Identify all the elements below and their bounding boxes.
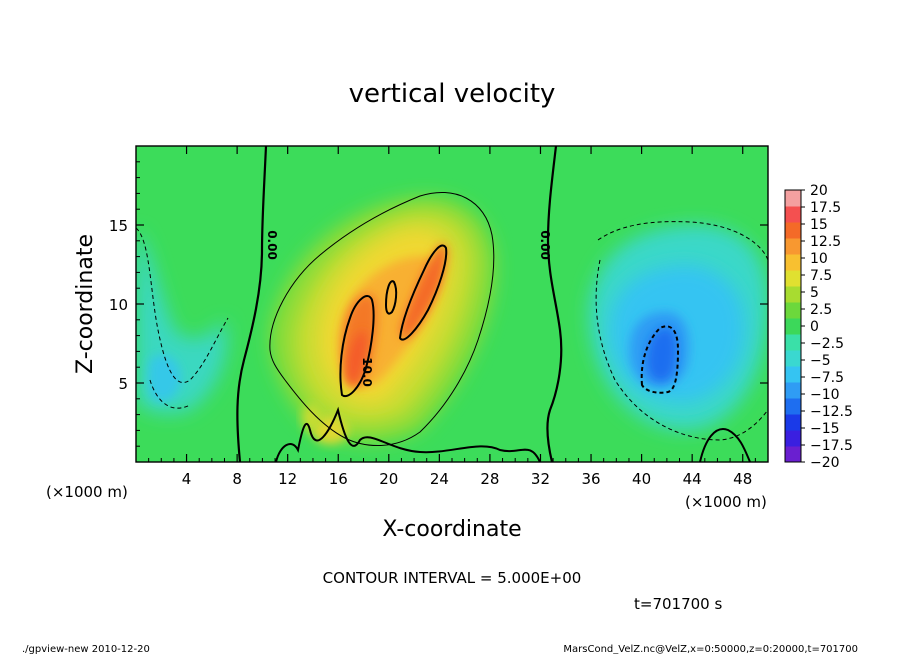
colorbar-label: 17.5	[810, 200, 841, 216]
colorbar-label: −17.5	[810, 438, 853, 454]
colorbar-segment	[785, 382, 801, 399]
colorbar-label: −10	[810, 387, 840, 403]
x-tick-label: 48	[733, 470, 752, 488]
colorbar-segment	[785, 398, 801, 415]
x-tick-label: 16	[329, 470, 348, 488]
x-axis: 4 8 12 16 20 24 28 32 36 40 44 48	[148, 146, 756, 488]
colorbar-segment	[785, 366, 801, 383]
contour-lines	[136, 146, 768, 462]
x-unit-right: (×1000 m)	[685, 493, 767, 511]
colorbar-segment	[785, 350, 801, 367]
colorbar: 2017.51512.5107.552.50−2.5−5−7.5−10−12.5…	[784, 183, 853, 471]
footer-right: MarsCond_VelZ.nc@VelZ,x=0:50000,z=0:2000…	[563, 644, 858, 654]
contour-neg-core	[640, 325, 680, 394]
colorbar-label: 15	[810, 217, 828, 233]
x-tick-label: 36	[581, 470, 600, 488]
x-tick-label: 28	[480, 470, 499, 488]
contour-label-ten: 10.0	[360, 357, 374, 387]
contour-neg-right	[595, 221, 768, 441]
colorbar-segment	[785, 334, 801, 351]
colorbar-label: −7.5	[810, 370, 844, 386]
contour-interval-text: CONTOUR INTERVAL = 5.000E+00	[323, 569, 582, 587]
colorbar-label: 7.5	[810, 268, 832, 284]
footer-left: ./gpview-new 2010-12-20	[22, 644, 150, 654]
x-tick-label: 8	[232, 470, 242, 488]
colorbar-label: −20	[810, 455, 840, 471]
chart-title: vertical velocity	[349, 79, 556, 109]
x-tick-label: 4	[182, 470, 192, 488]
y-tick-label: 15	[109, 217, 128, 235]
y-axis-label: Z-coordinate	[73, 234, 98, 374]
contour-neg-left	[136, 227, 229, 409]
y-axis: 5 10 15	[109, 161, 768, 447]
colorbar-label: −15	[810, 421, 840, 437]
contour-ten-small	[384, 280, 398, 315]
colorbar-label: 12.5	[810, 234, 841, 250]
contour-zero-rightbase	[699, 428, 751, 462]
contour-zero-base	[275, 406, 541, 462]
colorbar-label: −2.5	[810, 336, 844, 352]
x-tick-label: 24	[430, 470, 449, 488]
contour-five-outer	[269, 192, 495, 446]
x-axis-label: X-coordinate	[382, 517, 521, 542]
colorbar-segment	[785, 302, 801, 319]
contour-zero-left	[236, 146, 268, 462]
time-text: t=701700 s	[634, 595, 722, 613]
colorbar-label: 5	[810, 285, 819, 301]
colorbar-segment	[785, 446, 801, 463]
plot-area: 0.00 0.00 10.0	[136, 146, 768, 462]
colorbar-segment	[785, 414, 801, 431]
contour-ten-core2	[398, 244, 448, 341]
contour-label-zero-right: 0.00	[538, 230, 552, 260]
x-tick-label: 32	[531, 470, 550, 488]
contour-labels: 0.00 0.00 10.0	[265, 230, 552, 387]
contour-label-zero-left: 0.00	[265, 230, 279, 260]
colorbar-segment	[785, 318, 801, 335]
y-tick-label: 10	[109, 296, 128, 314]
colorbar-label: 20	[810, 183, 828, 199]
colorbar-label: −12.5	[810, 404, 853, 420]
updraft-region	[269, 196, 496, 444]
downdraft-region-left	[136, 230, 227, 415]
colorbar-label: 2.5	[810, 302, 832, 318]
x-tick-label: 44	[683, 470, 702, 488]
colorbar-label: 0	[810, 319, 819, 335]
contour-ten-core1	[339, 295, 375, 398]
colorbar-label: −5	[810, 353, 831, 369]
colorbar-segment	[785, 238, 801, 255]
contour-zero-right	[546, 146, 563, 462]
x-tick-label: 40	[632, 470, 651, 488]
colorbar-label: 10	[810, 251, 828, 267]
colorbar-segment	[785, 286, 801, 303]
colorbar-segment	[785, 270, 801, 287]
colorbar-segment	[785, 430, 801, 447]
colorbar-segment	[785, 190, 801, 207]
x-tick-label: 20	[379, 470, 398, 488]
colorbar-segment	[785, 222, 801, 239]
colorbar-segment	[785, 254, 801, 271]
y-tick-label: 5	[118, 375, 128, 393]
x-tick-label: 12	[278, 470, 297, 488]
x-unit-left: (×1000 m)	[46, 483, 128, 501]
colorbar-segment	[785, 206, 801, 223]
